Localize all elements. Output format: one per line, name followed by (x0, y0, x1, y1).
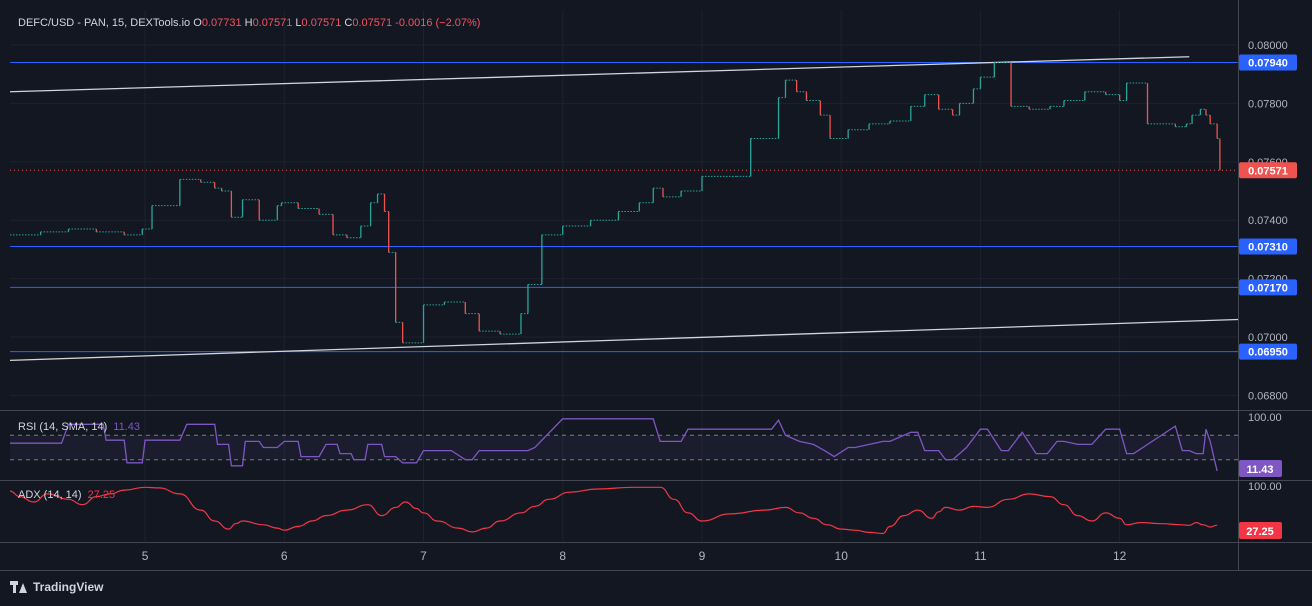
level-price-tag (1239, 238, 1297, 255)
adx-value-label: 27.25 (87, 489, 116, 501)
brand-text: TradingView (33, 580, 104, 594)
x-tick-label: 5 (142, 549, 149, 563)
x-tick-label: 12 (1113, 549, 1127, 563)
level-price-label: 0.07940 (1248, 58, 1288, 70)
symbol-legend: DEFC/USD - PAN, 15, DEXTools.io O0.07731… (18, 17, 480, 29)
close-key: C (344, 17, 353, 29)
low-key: L (295, 17, 302, 29)
y-tick-label: 0.07000 (1248, 332, 1288, 344)
adx-value-tag (1239, 522, 1282, 539)
axes-layer: 567891011120.080000.078000.076000.074000… (0, 0, 1312, 571)
y-tick-label: 0.06800 (1248, 390, 1288, 402)
x-tick-label: 8 (559, 549, 566, 563)
rsi-value-tag (1239, 460, 1282, 477)
rsi-pane[interactable] (10, 418, 1238, 472)
level-price-label: 0.07170 (1248, 282, 1288, 294)
trendline[interactable] (9, 56, 1190, 93)
close-value: 0.07571 (352, 17, 393, 29)
last-price-label: 0.07571 (1248, 165, 1288, 177)
adx-tick-label: 100.00 (1248, 481, 1282, 493)
rsi-band-fill (10, 435, 1238, 460)
rsi-label: RSI (14, SMA, 14) (18, 421, 108, 433)
symbol-title: DEFC/USD - PAN, 15, DEXTools.io (18, 17, 191, 29)
tradingview-brand[interactable]: TradingView (10, 580, 103, 594)
level-price-tag (1239, 54, 1297, 71)
x-tick-label: 10 (835, 549, 849, 563)
rsi-legend[interactable]: RSI (14, SMA, 14) 11.43 (18, 421, 140, 433)
price-pane[interactable] (9, 56, 1239, 362)
grid-layer (10, 10, 1238, 542)
tradingview-logo-icon (10, 581, 28, 593)
open-value: 0.07731 (201, 17, 242, 29)
trendline[interactable] (9, 318, 1239, 362)
y-tick-label: 0.07400 (1248, 215, 1288, 227)
level-price-tag (1239, 279, 1297, 296)
rsi-line[interactable] (10, 418, 1218, 472)
last-price-tag (1239, 162, 1297, 179)
adx-value-tag-label: 27.25 (1246, 526, 1274, 538)
y-tick-label: 0.07800 (1248, 98, 1288, 110)
rsi-value-tag-label: 11.43 (1247, 464, 1274, 476)
x-tick-label: 7 (420, 549, 427, 563)
level-price-tag (1239, 343, 1297, 360)
high-value: 0.07571 (252, 17, 293, 29)
level-price-label: 0.06950 (1248, 347, 1288, 359)
open-key: O (193, 17, 202, 29)
high-key: H (244, 17, 253, 29)
change-value: -0.0016 (−2.07%) (395, 17, 481, 29)
adx-label: ADX (14, 14) (18, 489, 82, 501)
x-tick-label: 6 (281, 549, 288, 563)
rsi-tick-label: 100.00 (1248, 412, 1282, 424)
x-tick-label: 9 (699, 549, 706, 563)
rsi-value-label: 11.43 (113, 421, 140, 433)
level-price-label: 0.07310 (1248, 241, 1288, 253)
adx-legend[interactable]: ADX (14, 14) 27.25 (18, 489, 115, 501)
low-value: 0.07571 (301, 17, 342, 29)
adx-pane[interactable] (9, 486, 1218, 535)
y-tick-label: 0.08000 (1248, 40, 1288, 52)
adx-line[interactable] (9, 486, 1218, 535)
x-tick-label: 11 (974, 549, 987, 563)
